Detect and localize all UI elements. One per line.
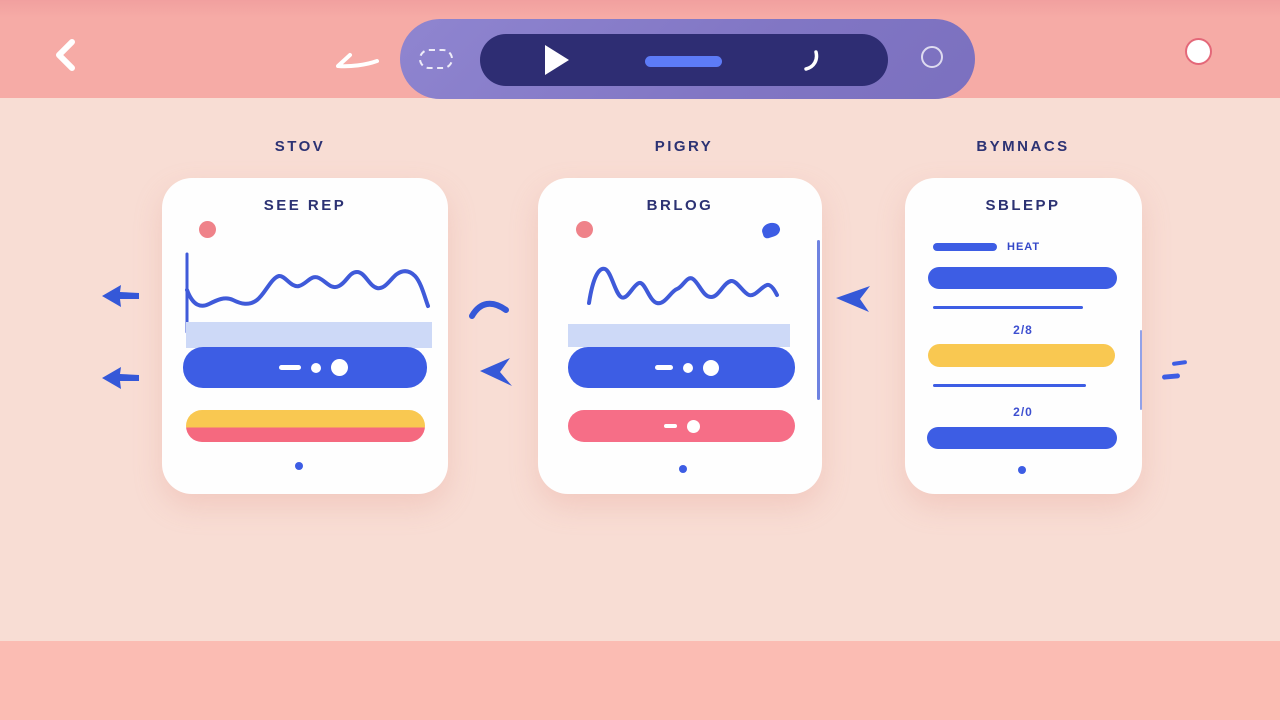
card-1-title: SEE REP bbox=[263, 197, 347, 214]
card-2-blue-action-pill[interactable] bbox=[568, 347, 795, 388]
arc-curve-icon bbox=[469, 300, 509, 319]
dash-icon bbox=[654, 365, 673, 370]
small-dot-icon bbox=[310, 362, 321, 373]
card-2-title: BRLOG bbox=[646, 197, 714, 214]
card-2-page-dot[interactable] bbox=[679, 465, 687, 473]
play-icon[interactable] bbox=[545, 45, 569, 75]
card-2-baseline-band bbox=[568, 324, 790, 347]
card-1-duo-pill[interactable] bbox=[186, 410, 425, 442]
dash-icon bbox=[663, 424, 677, 428]
card-3-page-dot[interactable] bbox=[1018, 466, 1026, 474]
card-1-sparkline-chart bbox=[185, 252, 430, 334]
small-dot-icon bbox=[682, 362, 693, 373]
card-3-divider-2 bbox=[933, 384, 1086, 387]
hook-icon[interactable] bbox=[804, 50, 820, 72]
circle-outline-icon[interactable] bbox=[921, 46, 943, 68]
large-dot-icon bbox=[702, 359, 719, 376]
card-1-page-dot[interactable] bbox=[295, 462, 303, 470]
card-3-value-2: 2/0 bbox=[1013, 405, 1033, 419]
dash-right-icon bbox=[1171, 359, 1188, 367]
back-chevron-icon[interactable] bbox=[52, 38, 78, 72]
progress-bar[interactable] bbox=[645, 56, 722, 67]
card-3-edge-line bbox=[1140, 330, 1142, 410]
card-2-pink-action-pill[interactable] bbox=[568, 410, 795, 442]
card-2-sparkline-chart bbox=[587, 266, 779, 306]
card-3-blue-bar-2[interactable] bbox=[927, 427, 1117, 449]
card-1-blue-action-pill[interactable] bbox=[183, 347, 427, 388]
undo-arrow-icon[interactable] bbox=[328, 50, 380, 76]
pink-dot-icon bbox=[199, 221, 216, 238]
dot-icon bbox=[686, 419, 700, 433]
large-dot-icon bbox=[330, 359, 348, 376]
card-3-blue-bar-1[interactable] bbox=[928, 267, 1117, 289]
card-3-yellow-bar[interactable] bbox=[928, 344, 1115, 367]
card-3-value-1: 2/8 bbox=[1013, 323, 1033, 337]
column-header-1: STOV bbox=[274, 138, 326, 155]
pink-dot-icon bbox=[576, 221, 593, 238]
dash-right-icon bbox=[1161, 373, 1181, 380]
frame-icon[interactable] bbox=[419, 49, 453, 69]
card-3-row-label: HEAT bbox=[1007, 241, 1041, 253]
arrow-left-icon bbox=[102, 285, 139, 307]
column-header-2: PIGRY bbox=[654, 138, 714, 155]
column-header-3: BYMNACS bbox=[976, 138, 1070, 155]
card-2-edge-line bbox=[817, 240, 820, 400]
arrowhead-left-icon bbox=[836, 286, 870, 312]
card-3-mini-bar bbox=[933, 243, 997, 251]
chevron-left-arrow-icon bbox=[480, 358, 512, 386]
card-1-baseline-band bbox=[186, 322, 432, 348]
profile-circle[interactable] bbox=[1185, 38, 1212, 65]
dash-icon bbox=[278, 365, 301, 370]
bottom-bar bbox=[0, 641, 1280, 720]
arrow-left-icon bbox=[102, 367, 139, 389]
card-3-divider-1 bbox=[933, 306, 1083, 309]
card-3-title: SBLEPP bbox=[985, 197, 1061, 214]
